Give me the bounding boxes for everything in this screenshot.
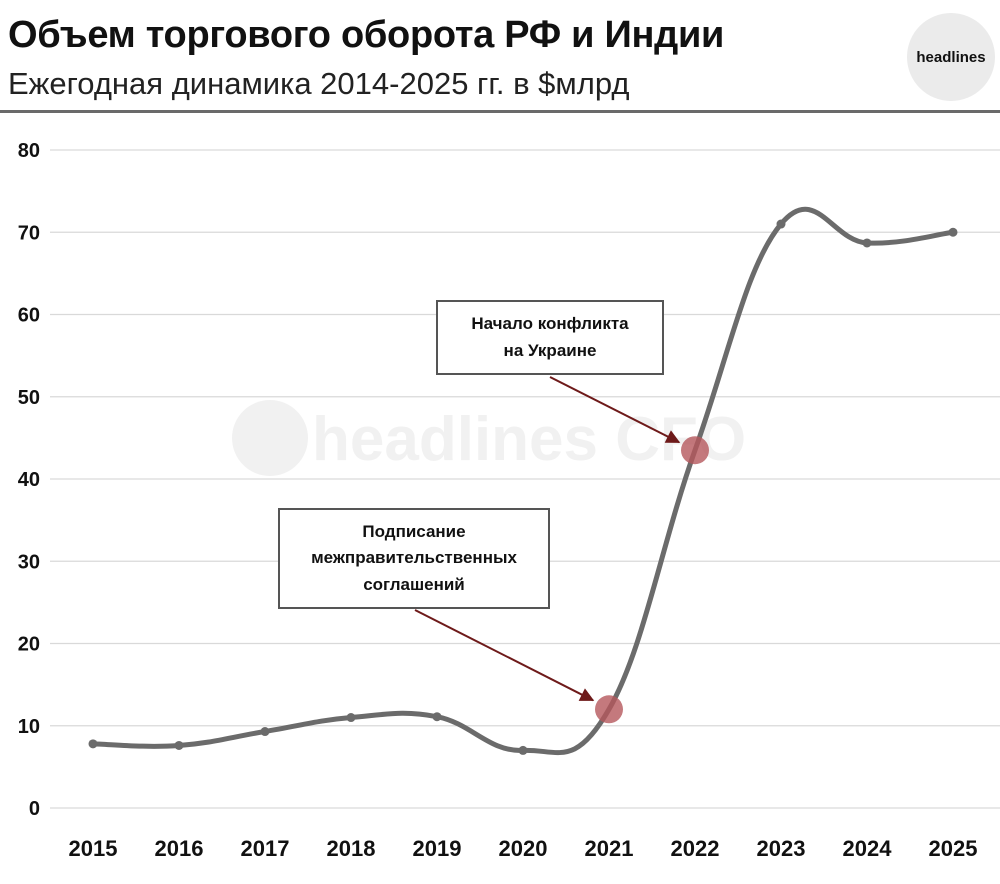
data-point: [948, 227, 958, 237]
annotation-arrow: [414, 609, 595, 702]
x-tick-label: 2022: [671, 836, 720, 861]
y-tick-label: 20: [18, 634, 40, 656]
watermark-text: headlines CFO: [312, 405, 746, 474]
x-tick-label: 2018: [327, 836, 376, 861]
y-tick-label: 0: [29, 798, 40, 820]
x-tick-label: 2020: [499, 836, 548, 861]
header-divider: [0, 110, 1000, 113]
x-axis: 2015 2016 2017 2018 2019 2020 2021 2022 2023 2024…: [69, 836, 978, 861]
gridlines: [50, 149, 1000, 809]
annotation-arrows: [414, 376, 681, 702]
chart-subtitle: Ежегодная динамика 2014-2025 гг. в $млрд: [8, 66, 630, 101]
data-point: [432, 712, 442, 722]
y-tick-label: 70: [18, 222, 40, 244]
x-tick-label: 2019: [413, 836, 462, 861]
y-tick-label: 40: [18, 469, 40, 491]
highlighted-data-point: [681, 436, 709, 465]
y-tick-label: 60: [18, 305, 40, 327]
x-tick-label: 2025: [929, 836, 978, 861]
y-tick-label: 10: [18, 716, 40, 738]
logo-text: headlines: [916, 48, 986, 66]
x-tick-label: 2015: [69, 836, 118, 861]
x-tick-label: 2023: [757, 836, 806, 861]
x-tick-label: 2016: [155, 836, 204, 861]
annotation-box-conflict: Начало конфликта на Украине: [436, 300, 664, 375]
data-point: [260, 727, 270, 737]
data-point: [518, 745, 528, 755]
annotation-box-agreements: Подписание межправительственных соглашен…: [278, 508, 550, 609]
y-axis: 0 10 20 30 40 50 60 70 80: [18, 140, 40, 820]
watermark-logo-icon: [232, 400, 308, 476]
chart-title: Объем торгового оборота РФ и Индии: [8, 14, 725, 56]
y-tick-label: 30: [18, 551, 40, 573]
data-point: [346, 713, 356, 723]
y-tick-label: 50: [18, 387, 40, 409]
y-tick-label: 80: [18, 140, 40, 162]
annotation-arrow: [549, 376, 681, 444]
data-points: [88, 219, 958, 755]
x-tick-label: 2017: [241, 836, 290, 861]
data-point: [776, 219, 786, 229]
headlines-logo: headlines: [907, 13, 995, 101]
watermark: headlines CFO: [232, 400, 746, 476]
x-tick-label: 2021: [585, 836, 634, 861]
data-point: [862, 238, 872, 248]
highlighted-data-point: [595, 695, 623, 724]
data-point: [174, 740, 184, 750]
series-line: [90, 206, 956, 756]
x-tick-label: 2024: [843, 836, 893, 861]
data-point: [88, 739, 98, 749]
